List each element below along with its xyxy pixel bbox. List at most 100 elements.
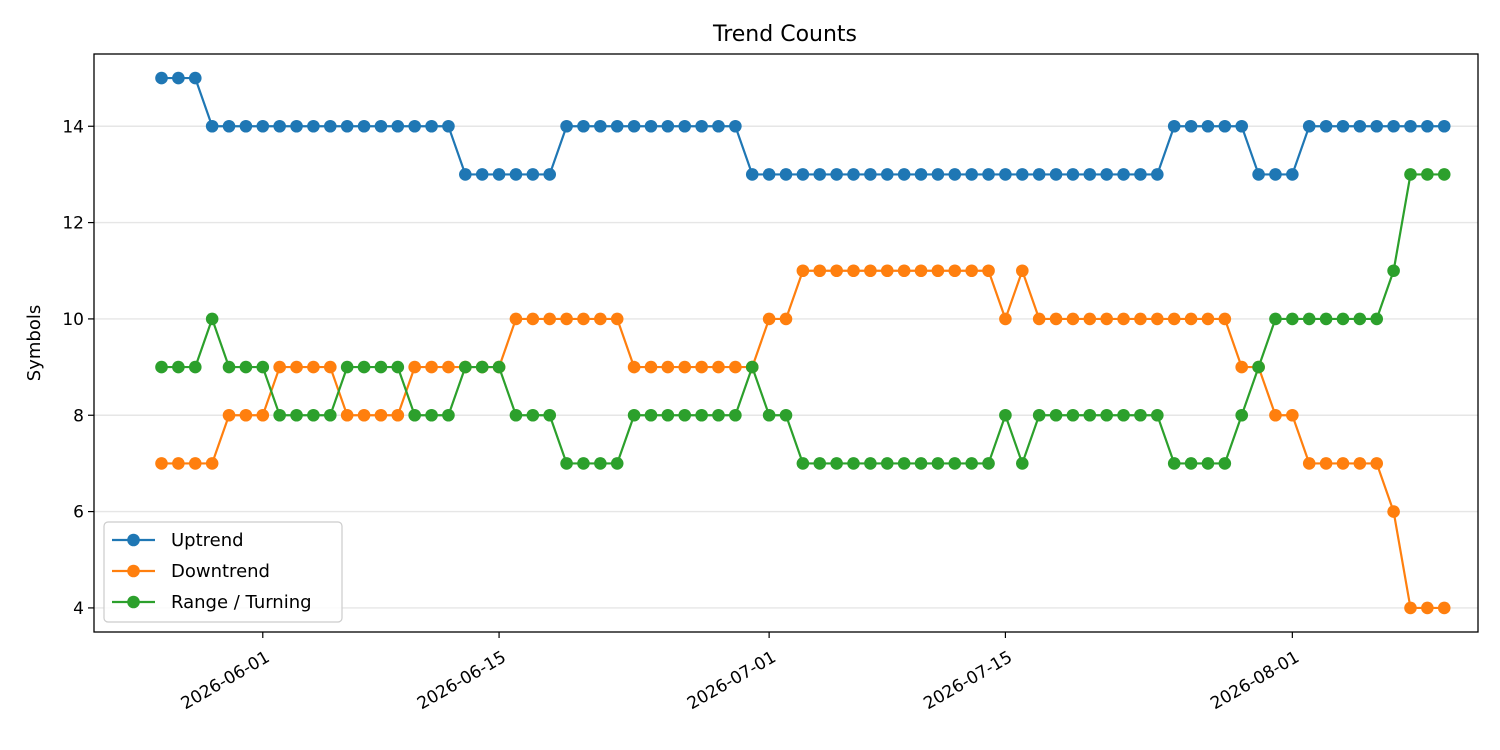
- data-point: [1235, 408, 1249, 422]
- data-point: [509, 168, 523, 181]
- data-point: [914, 264, 928, 278]
- data-point: [543, 312, 557, 326]
- data-point: [374, 408, 388, 422]
- data-point: [205, 457, 219, 470]
- data-point: [1387, 264, 1400, 278]
- data-point: [729, 408, 742, 422]
- data-point: [290, 408, 303, 422]
- legend-label: Downtrend: [171, 561, 270, 582]
- data-point: [1370, 119, 1384, 133]
- data-point: [830, 264, 843, 278]
- data-point: [1032, 408, 1046, 422]
- data-point: [1015, 168, 1029, 181]
- data-point: [155, 360, 168, 374]
- y-tick-label: 12: [62, 214, 84, 234]
- data-point: [273, 360, 286, 374]
- data-point: [1032, 168, 1046, 181]
- data-point: [509, 312, 523, 326]
- data-point: [188, 457, 202, 470]
- data-point: [442, 119, 455, 133]
- data-point: [982, 457, 995, 470]
- data-point: [1201, 457, 1215, 470]
- data-point: [897, 264, 911, 278]
- data-point: [1336, 457, 1350, 470]
- data-point: [594, 119, 607, 133]
- data-point: [188, 360, 202, 374]
- data-point: [1100, 168, 1113, 181]
- data-point: [425, 119, 438, 133]
- data-point: [594, 457, 607, 470]
- data-point: [256, 408, 270, 422]
- data-point: [847, 457, 860, 470]
- data-point: [1269, 312, 1282, 326]
- y-tick-label: 8: [73, 406, 84, 426]
- data-point: [374, 360, 388, 374]
- data-point: [610, 312, 624, 326]
- data-point: [948, 264, 962, 278]
- data-point: [695, 408, 708, 422]
- data-point: [712, 360, 725, 374]
- data-point: [914, 457, 928, 470]
- data-point: [1167, 119, 1181, 133]
- data-point: [627, 119, 641, 133]
- x-tick-label: 2026-06-15: [414, 647, 510, 714]
- data-point: [459, 168, 472, 181]
- data-point: [560, 119, 573, 133]
- data-point: [1032, 312, 1046, 326]
- data-point: [1252, 360, 1265, 374]
- data-point: [1049, 168, 1063, 181]
- data-point: [847, 168, 860, 181]
- legend-label: Range / Turning: [171, 592, 312, 613]
- data-point: [813, 168, 827, 181]
- data-point: [357, 119, 371, 133]
- data-point: [1201, 312, 1215, 326]
- y-axis-label: Symbols: [24, 305, 45, 381]
- data-point: [1421, 168, 1434, 181]
- x-axis: 2026-06-01 2026-06-15 2026-07-01 2026-07-15…: [178, 632, 1303, 714]
- data-point: [1421, 601, 1434, 615]
- data-point: [813, 457, 827, 470]
- data-point: [762, 312, 776, 326]
- data-point: [543, 408, 557, 422]
- data-point: [931, 264, 945, 278]
- data-point: [1167, 457, 1181, 470]
- y-axis: 4 6 8 10 12 14: [62, 117, 94, 619]
- data-point: [644, 360, 658, 374]
- data-point: [1370, 457, 1384, 470]
- data-point: [1066, 408, 1080, 422]
- data-point: [1437, 168, 1451, 181]
- data-point: [897, 457, 911, 470]
- data-point: [1353, 457, 1367, 470]
- data-point: [374, 119, 388, 133]
- series-0: [155, 71, 1451, 181]
- data-point: [729, 360, 742, 374]
- data-point: [610, 457, 624, 470]
- data-point: [729, 119, 742, 133]
- data-point: [526, 168, 540, 181]
- data-point: [273, 408, 286, 422]
- data-point: [1083, 408, 1097, 422]
- data-point: [442, 408, 455, 422]
- data-point: [307, 360, 320, 374]
- data-point: [391, 119, 405, 133]
- data-point: [560, 457, 573, 470]
- y-tick-label: 14: [62, 117, 84, 137]
- data-point: [1015, 457, 1029, 470]
- data-point: [1319, 312, 1333, 326]
- data-point: [1302, 119, 1316, 133]
- data-point: [1218, 119, 1232, 133]
- data-point: [1015, 264, 1029, 278]
- data-point: [661, 119, 675, 133]
- data-point: [712, 408, 725, 422]
- data-point: [965, 168, 978, 181]
- data-point: [796, 168, 810, 181]
- data-point: [155, 457, 168, 470]
- data-point: [205, 119, 219, 133]
- data-point: [1151, 168, 1164, 181]
- data-point: [678, 119, 692, 133]
- data-point: [965, 457, 978, 470]
- data-point: [762, 408, 776, 422]
- data-point: [1336, 119, 1350, 133]
- y-tick-label: 6: [73, 503, 84, 523]
- data-point: [999, 408, 1012, 422]
